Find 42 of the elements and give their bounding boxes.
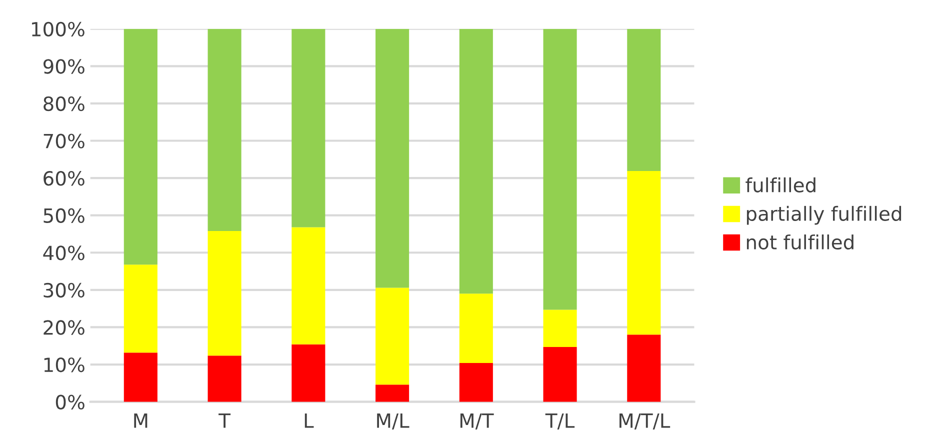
legend-label: not fulfilled: [746, 234, 854, 250]
bar: [627, 28, 661, 171]
y-tick-label: 70%: [44, 134, 84, 148]
bar: [543, 346, 577, 402]
bar: [459, 28, 493, 294]
bar: [292, 227, 326, 344]
bar: [208, 231, 242, 356]
y-tick-label: 10%: [44, 357, 84, 372]
bar: [292, 28, 326, 228]
bar: [627, 334, 661, 402]
x-tick-label: M/L: [377, 414, 410, 430]
y-tick-label: 30%: [44, 282, 84, 298]
bar: [543, 28, 577, 310]
y-tick-label: 20%: [44, 320, 84, 335]
x-tick-label: T: [218, 414, 231, 428]
bar: [376, 28, 410, 288]
bar: [124, 264, 158, 353]
legend-label: fulfilled: [746, 177, 816, 192]
bar: [459, 363, 493, 402]
y-tick-label: 60%: [44, 171, 84, 186]
x-tick-label: M/T: [460, 414, 494, 430]
y-tick-label: 40%: [43, 246, 84, 260]
bar: [376, 288, 410, 385]
bar: [124, 352, 158, 402]
x-tick-label: M/T/L: [620, 414, 670, 430]
bar: [292, 344, 326, 402]
bar: [124, 28, 158, 265]
x-tick-label: T/L: [545, 414, 575, 430]
x-tick-label: L: [304, 414, 314, 428]
y-tick-label: 50%: [44, 208, 84, 224]
y-tick-label: 80%: [44, 96, 84, 112]
bar: [627, 170, 661, 335]
x-tick-label: M: [134, 414, 148, 428]
bar: [543, 310, 577, 347]
y-tick-label: 0%: [56, 394, 84, 410]
legend-label: partially fulfilled: [746, 206, 902, 225]
y-tick-label: 100%: [32, 22, 84, 37]
bar: [376, 384, 410, 402]
bar: [459, 294, 493, 364]
y-tick-label: 90%: [43, 59, 84, 74]
bar: [208, 28, 242, 232]
bar: [208, 356, 242, 402]
